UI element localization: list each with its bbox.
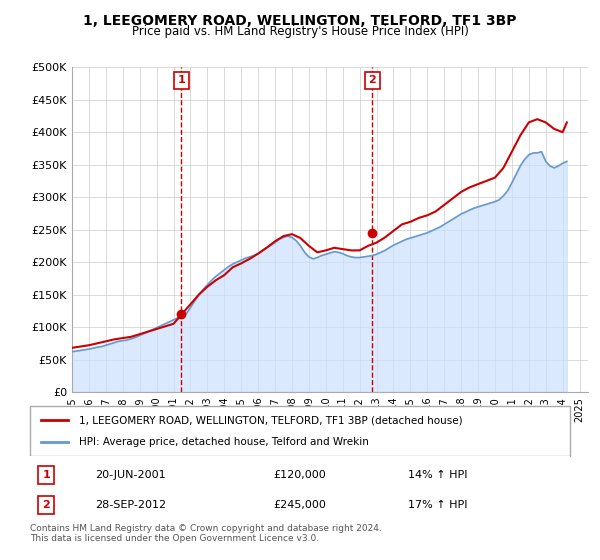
Text: £120,000: £120,000 — [273, 470, 326, 480]
Text: 28-SEP-2012: 28-SEP-2012 — [95, 500, 166, 510]
Text: 2: 2 — [43, 500, 50, 510]
Text: 2: 2 — [368, 75, 376, 85]
Text: 17% ↑ HPI: 17% ↑ HPI — [408, 500, 467, 510]
Text: 1, LEEGOMERY ROAD, WELLINGTON, TELFORD, TF1 3BP (detached house): 1, LEEGOMERY ROAD, WELLINGTON, TELFORD, … — [79, 415, 462, 425]
Text: 20-JUN-2001: 20-JUN-2001 — [95, 470, 166, 480]
Text: 14% ↑ HPI: 14% ↑ HPI — [408, 470, 467, 480]
FancyBboxPatch shape — [30, 456, 570, 515]
Text: Price paid vs. HM Land Registry's House Price Index (HPI): Price paid vs. HM Land Registry's House … — [131, 25, 469, 38]
Text: £245,000: £245,000 — [273, 500, 326, 510]
Text: 1: 1 — [178, 75, 185, 85]
Text: Contains HM Land Registry data © Crown copyright and database right 2024.
This d: Contains HM Land Registry data © Crown c… — [30, 524, 382, 543]
Text: 1, LEEGOMERY ROAD, WELLINGTON, TELFORD, TF1 3BP: 1, LEEGOMERY ROAD, WELLINGTON, TELFORD, … — [83, 14, 517, 28]
Text: HPI: Average price, detached house, Telford and Wrekin: HPI: Average price, detached house, Telf… — [79, 437, 368, 447]
Text: 1: 1 — [43, 470, 50, 480]
FancyBboxPatch shape — [30, 406, 570, 456]
